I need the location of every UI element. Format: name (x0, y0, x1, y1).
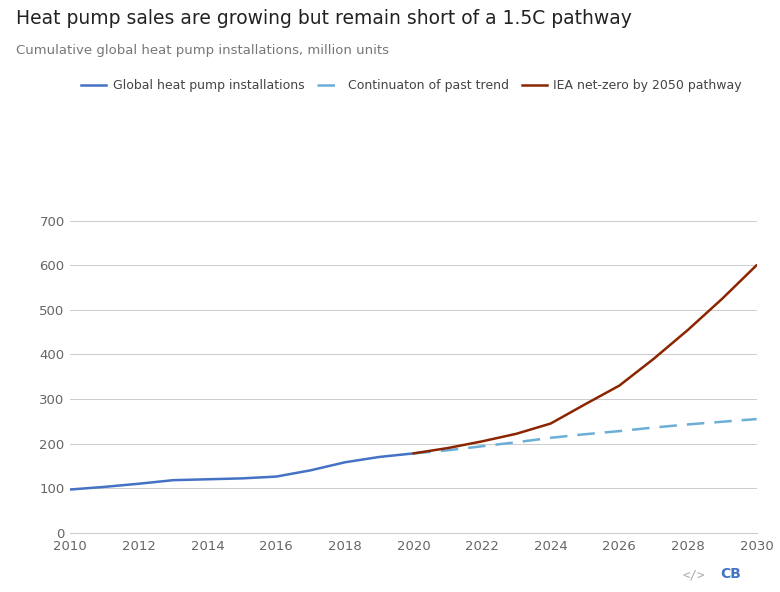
Text: Cumulative global heat pump installations, million units: Cumulative global heat pump installation… (16, 44, 388, 57)
Legend: Global heat pump installations, Continuaton of past trend, IEA net-zero by 2050 : Global heat pump installations, Continua… (76, 75, 746, 97)
Text: CB: CB (721, 567, 742, 581)
Text: Heat pump sales are growing but remain short of a 1.5C pathway: Heat pump sales are growing but remain s… (16, 9, 632, 28)
Text: </>: </> (682, 568, 705, 581)
